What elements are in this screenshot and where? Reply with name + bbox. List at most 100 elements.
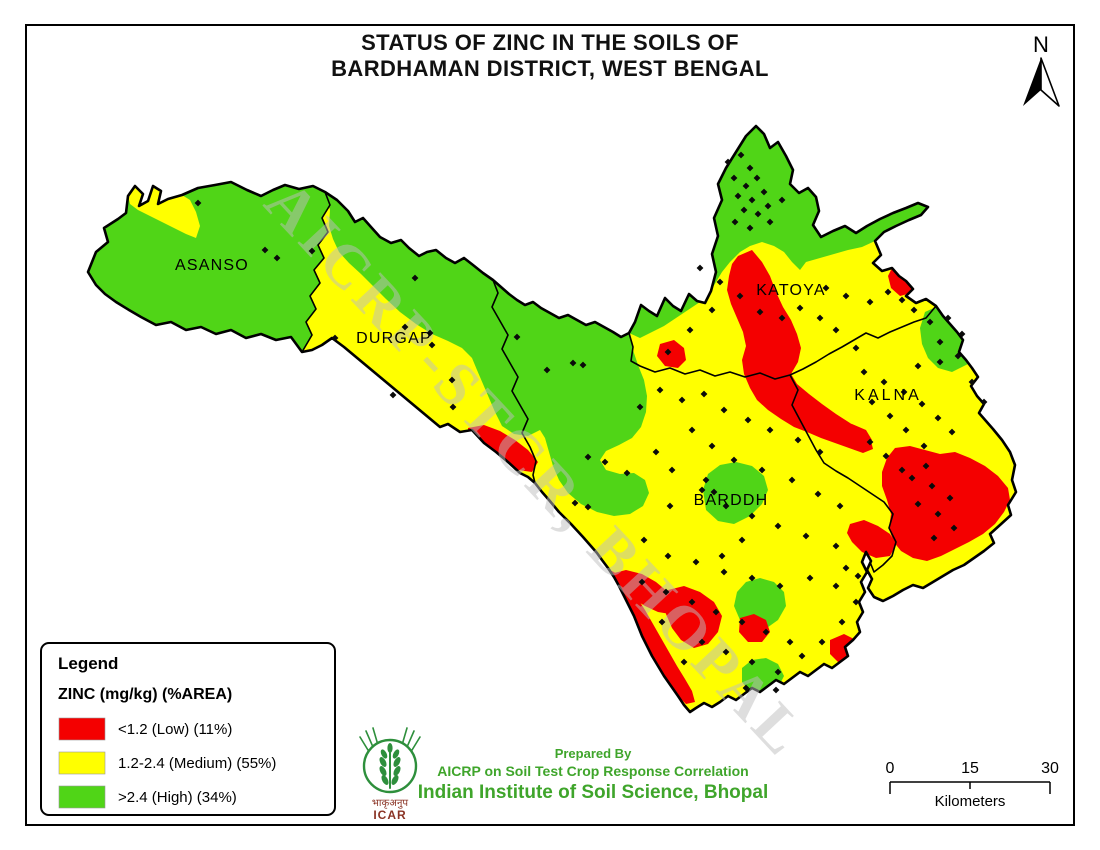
sample-point (668, 466, 676, 474)
sample-point (936, 338, 944, 346)
sample-point (746, 224, 754, 232)
region-labels: ASANSO DURGAP KATOYA KALNA BARDDH (175, 257, 919, 509)
sample-point (764, 202, 772, 210)
sample-point (720, 406, 728, 414)
sample-point (698, 638, 706, 646)
sample-point (601, 458, 609, 466)
sample-point (571, 499, 579, 507)
sample-point (886, 412, 894, 420)
sample-point (934, 414, 942, 422)
sample-point (748, 512, 756, 520)
sample-point (658, 618, 666, 626)
sample-point (449, 403, 457, 411)
sample-point (854, 572, 862, 580)
sample-point (708, 442, 716, 450)
sample-point (936, 358, 944, 366)
wheat-grains (379, 743, 401, 785)
sample-point (742, 182, 750, 190)
sample-point (760, 188, 768, 196)
sample-point (910, 306, 918, 314)
zinc-low-region-east-bulge (882, 446, 1010, 561)
sample-point (806, 574, 814, 582)
sample-point (884, 288, 892, 296)
sample-point (734, 192, 742, 200)
sample-point (692, 558, 700, 566)
sample-point (638, 578, 646, 586)
sample-point (426, 329, 434, 337)
sample-point (822, 284, 830, 292)
sample-point (584, 503, 592, 511)
sample-point (880, 378, 888, 386)
sample-point (710, 488, 718, 496)
sample-point (579, 361, 587, 369)
sample-point (852, 598, 860, 606)
sample-point (866, 438, 874, 446)
sample-point (718, 552, 726, 560)
north-arrow: N (1023, 32, 1060, 107)
zinc-low-region-south-mid (664, 586, 722, 648)
scale-bar-unit: Kilometers (935, 793, 1006, 810)
region-label-barddh: BARDDH (694, 492, 769, 509)
sample-point (918, 400, 926, 408)
sample-point (928, 482, 936, 490)
sample-point (742, 684, 750, 692)
sample-point (954, 352, 962, 360)
sample-point (832, 542, 840, 550)
sample-point (746, 164, 754, 172)
legend-label-low: <1.2 (Low) (11%) (118, 720, 233, 738)
zinc-medium-patch-asansol (128, 186, 200, 238)
map-fill-layers (88, 126, 1016, 712)
zinc-low-region-south-band-top (610, 570, 676, 614)
legend-swatch-low (58, 717, 106, 741)
sample-point (656, 386, 664, 394)
sample-point (736, 292, 744, 300)
sample-point (814, 490, 822, 498)
sample-point (920, 442, 928, 450)
sample-point (753, 174, 761, 182)
page-border-frame (25, 24, 1075, 826)
credits-block: Prepared By AICRP on Soil Test Crop Resp… (398, 746, 788, 806)
sample-point (926, 318, 934, 326)
sample-point (866, 298, 874, 306)
sample-point (273, 254, 281, 262)
sample-point (774, 668, 782, 676)
sample-point (662, 588, 670, 596)
sample-point (688, 426, 696, 434)
credits-prepared-by: Prepared By (554, 746, 632, 761)
sample-point (722, 648, 730, 656)
legend-title: Legend (58, 654, 119, 673)
sample-point (842, 564, 850, 572)
sample-point (636, 403, 644, 411)
sample-point (778, 196, 786, 204)
wheat-sheaf-icon (359, 727, 421, 794)
sample-point (331, 334, 339, 342)
sample-point (794, 436, 802, 444)
scale-bar-line (889, 781, 1051, 794)
sample-point (666, 502, 674, 510)
zinc-low-region-center-small (657, 340, 686, 368)
legend-item-low: <1.2 (Low) (11%) (58, 712, 334, 746)
sample-point (766, 426, 774, 434)
map-title-line1: STATUS OF ZINC IN THE SOILS OF (361, 30, 739, 55)
scale-tick-30: 30 (1041, 760, 1059, 777)
map-title-line2: BARDHAMAN DISTRICT, WEST BENGAL (331, 56, 769, 81)
sample-point (842, 292, 850, 300)
sample-point (696, 264, 704, 272)
sample-points-layer (194, 151, 988, 694)
zinc-high-region-barddh-blob (703, 462, 768, 524)
border-asansol-durgapur (301, 191, 331, 353)
region-label-asansol: ASANSO (175, 257, 249, 274)
sample-point (922, 462, 930, 470)
sample-point (702, 476, 710, 484)
sample-point (716, 278, 724, 286)
zinc-low-region-east-edge1 (820, 420, 872, 449)
zinc-low-region-durgapur-sw (468, 425, 538, 472)
sample-point (796, 304, 804, 312)
zinc-high-region-durgapur-central (325, 192, 649, 516)
sample-point (708, 306, 716, 314)
sample-point (946, 494, 954, 502)
sample-point (948, 428, 956, 436)
sample-point (950, 524, 958, 532)
sample-point (788, 476, 796, 484)
